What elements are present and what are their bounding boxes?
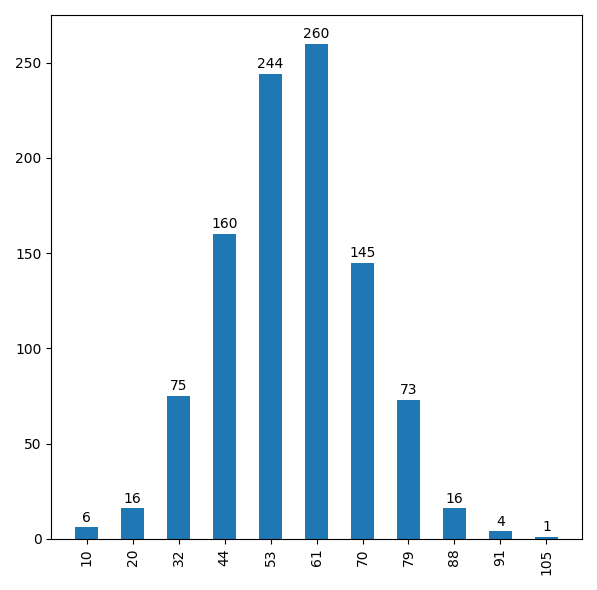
Text: 4: 4 — [496, 514, 505, 529]
Text: 260: 260 — [303, 27, 330, 41]
Text: 73: 73 — [400, 383, 417, 397]
Bar — [259, 74, 282, 539]
Bar — [535, 537, 558, 539]
Text: 75: 75 — [170, 379, 187, 394]
Text: 145: 145 — [349, 246, 376, 260]
Bar — [443, 509, 466, 539]
Bar — [305, 44, 328, 539]
Text: 6: 6 — [82, 511, 91, 525]
Text: 16: 16 — [124, 491, 141, 506]
Bar — [167, 396, 190, 539]
Bar — [397, 400, 420, 539]
Bar — [213, 234, 236, 539]
Bar — [351, 263, 374, 539]
Text: 160: 160 — [211, 217, 238, 231]
Text: 1: 1 — [542, 520, 551, 534]
Text: 244: 244 — [257, 57, 284, 71]
Bar — [121, 509, 144, 539]
Text: 16: 16 — [445, 491, 463, 506]
Bar — [75, 527, 99, 539]
Bar — [489, 531, 512, 539]
